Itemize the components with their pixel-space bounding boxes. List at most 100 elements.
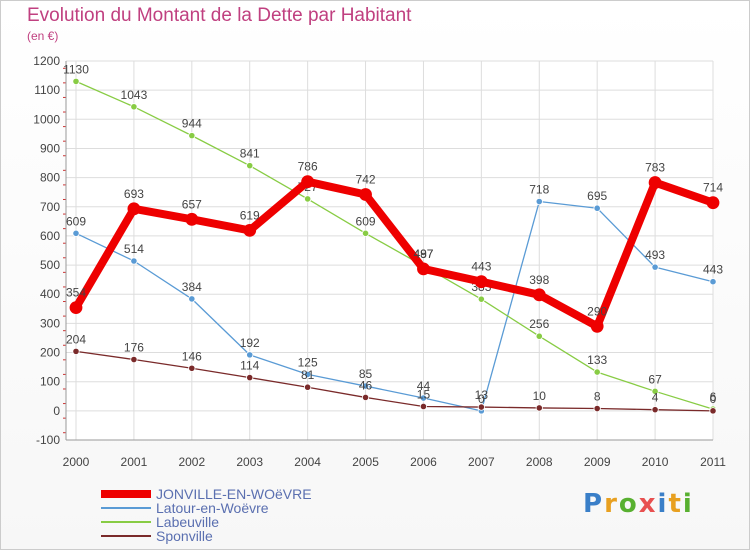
x-tick-label: 2010 <box>642 455 669 469</box>
chart-title: Evolution du Montant de la Dette par Hab… <box>27 5 412 26</box>
data-label: 204 <box>66 332 86 346</box>
data-point <box>532 288 546 302</box>
series-line <box>75 350 714 412</box>
x-tick-label: 2006 <box>410 455 437 469</box>
data-point <box>359 188 372 201</box>
data-label: 443 <box>471 260 491 274</box>
y-tick-label: 600 <box>40 229 60 243</box>
data-label: 714 <box>703 181 723 195</box>
data-point <box>188 295 196 303</box>
data-point <box>72 347 80 355</box>
x-tick-label: 2002 <box>178 455 205 469</box>
data-label: 1130 <box>63 62 89 76</box>
data-label: 67 <box>648 372 662 386</box>
data-point <box>185 212 199 226</box>
y-tick-label: 700 <box>40 200 60 214</box>
data-label: 354 <box>66 286 86 300</box>
data-label: 4 <box>652 391 659 405</box>
data-point <box>474 275 488 289</box>
data-label: 742 <box>356 173 376 187</box>
data-point <box>651 406 659 414</box>
proxiti-logo: Proxiti <box>583 489 694 519</box>
legend-item: Labeuville <box>101 514 220 530</box>
data-label: 944 <box>182 117 202 131</box>
data-label: 133 <box>587 353 607 367</box>
data-point <box>246 351 254 359</box>
data-label: 514 <box>124 242 144 256</box>
data-point <box>417 262 430 276</box>
x-tick-label: 2008 <box>526 455 553 469</box>
data-point <box>419 394 428 402</box>
series-line <box>75 200 714 412</box>
data-point <box>419 402 428 411</box>
x-tick-label: 2011 <box>700 455 726 469</box>
data-label: 0 <box>710 392 717 406</box>
data-point <box>130 103 138 111</box>
legend-swatch <box>101 490 151 498</box>
y-tick-label: 200 <box>40 346 60 360</box>
data-label: 85 <box>359 367 373 381</box>
data-label: 487 <box>413 247 433 261</box>
data-label: 695 <box>587 189 607 203</box>
data-label: 114 <box>240 359 259 373</box>
data-point <box>188 364 196 372</box>
x-tick-label: 2001 <box>121 455 148 469</box>
data-label: 176 <box>124 341 144 355</box>
data-point <box>361 229 370 237</box>
data-label: 290 <box>587 304 607 318</box>
data-label: 609 <box>66 214 86 228</box>
x-tick-label: 2009 <box>584 455 611 469</box>
data-point <box>651 263 659 271</box>
data-point <box>593 204 601 212</box>
data-point <box>651 387 659 395</box>
data-point <box>361 393 370 402</box>
data-label: 146 <box>182 349 202 363</box>
y-tick-label: 1000 <box>33 112 60 126</box>
data-point <box>535 404 543 412</box>
data-point <box>127 202 141 216</box>
data-label: 44 <box>417 379 431 393</box>
data-label: 384 <box>182 280 202 294</box>
data-point <box>301 175 315 189</box>
data-point <box>477 403 485 411</box>
data-point <box>130 355 138 364</box>
y-tick-label: 1200 <box>33 54 60 68</box>
data-label: 693 <box>124 187 144 201</box>
series-line <box>72 177 717 331</box>
data-label: 81 <box>301 368 315 382</box>
data-point <box>243 223 257 237</box>
y-tick-label: -100 <box>36 433 60 447</box>
y-tick-label: 100 <box>40 375 60 389</box>
data-point <box>535 197 543 206</box>
x-tick-label: 2003 <box>236 455 263 469</box>
data-point <box>477 295 485 303</box>
y-tick-label: 300 <box>40 316 60 330</box>
data-point <box>130 257 138 265</box>
legend-label: JONVILLE-EN-WOëVRE <box>156 486 312 502</box>
data-label: 15 <box>417 387 431 401</box>
x-tick-label: 2007 <box>468 455 495 469</box>
y-tick-label: 0 <box>53 404 60 418</box>
data-point <box>246 374 254 382</box>
legend-label: Labeuville <box>156 514 220 530</box>
data-label: 8 <box>594 390 601 404</box>
x-tick-label: 2000 <box>63 455 90 469</box>
data-label: 13 <box>475 388 489 402</box>
data-point <box>709 407 717 415</box>
data-label: 46 <box>359 378 373 392</box>
data-label: 10 <box>533 389 547 403</box>
data-point <box>188 132 196 140</box>
legend-item: JONVILLE-EN-WOëVRE <box>101 486 312 502</box>
data-point <box>706 196 720 210</box>
y-tick-label: 1100 <box>34 83 60 97</box>
data-label: 609 <box>356 214 376 228</box>
data-label: 6 <box>710 390 717 404</box>
x-tick-label: 2004 <box>294 455 321 469</box>
legend-label: Latour-en-Woëvre <box>156 500 269 516</box>
data-label: 718 <box>529 183 549 197</box>
y-tick-label: 500 <box>40 258 60 272</box>
y-tick-label: 900 <box>40 141 60 155</box>
data-label: 657 <box>182 197 202 211</box>
data-label: 783 <box>645 161 665 175</box>
